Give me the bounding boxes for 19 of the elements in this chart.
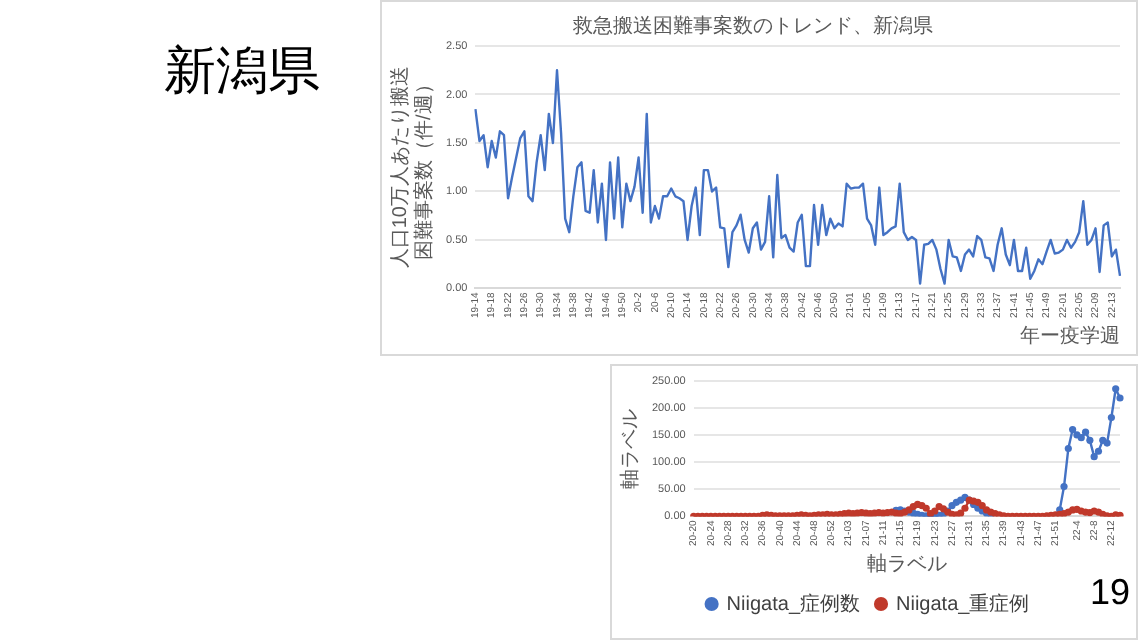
point (1090, 453, 1098, 461)
point (1112, 385, 1120, 393)
point (1064, 444, 1072, 453)
x-axis-title: 年ー疫学週 (1020, 323, 1120, 348)
point (1116, 394, 1124, 402)
point (1081, 428, 1090, 436)
text: 新潟県 (164, 40, 320, 103)
point (1094, 447, 1103, 455)
chart-title: 救急搬送困難事案数のトレンド、新潟県 (571, 13, 933, 38)
x-axis-title: 軸ラベル (866, 551, 947, 576)
point (1086, 436, 1094, 444)
point (1060, 482, 1068, 491)
legend-label: Niigata_重症例 (896, 591, 1030, 616)
text: 19 (1090, 572, 1131, 616)
y-axis-title: 軸ラベル (617, 408, 642, 489)
legend-label: Niigata_症例数 (726, 591, 861, 616)
point (1069, 425, 1077, 434)
point (1107, 413, 1115, 422)
y-axis-title: 人口10万人あたり搬送困難事案数（件/週） (387, 66, 436, 269)
